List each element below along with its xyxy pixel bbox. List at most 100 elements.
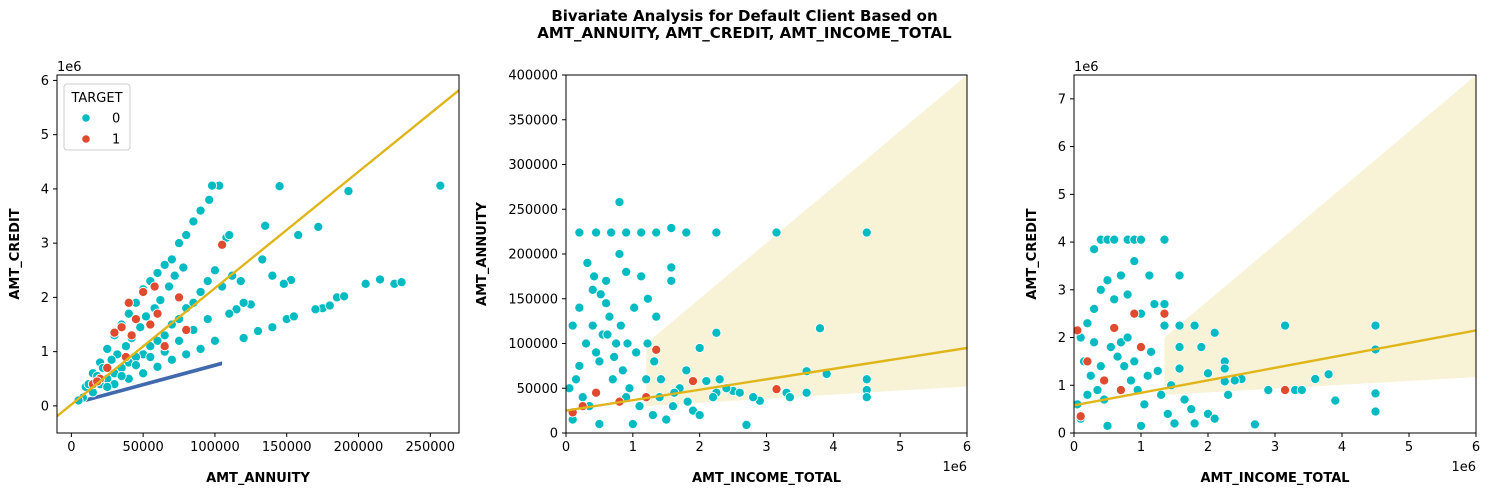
data-point-target-0 (1089, 303, 1100, 314)
data-point-target-0 (166, 354, 177, 365)
data-point-target-0 (666, 222, 677, 234)
x-tick-label: 2 (1204, 440, 1212, 455)
data-point-target-0 (313, 221, 324, 232)
data-point-target-0 (195, 205, 206, 216)
data-point-target-0 (1179, 394, 1190, 405)
data-point-target-1 (1082, 356, 1093, 367)
data-point-target-0 (814, 323, 826, 334)
legend-marker-1 (81, 134, 91, 144)
data-point-target-1 (687, 376, 699, 387)
data-point-target-0 (1135, 420, 1147, 431)
legend: TARGET 0 1 (63, 83, 131, 151)
data-point-target-0 (661, 414, 672, 425)
data-point-target-0 (238, 333, 249, 344)
data-point-target-0 (614, 197, 625, 208)
x-tick-label: 0 (562, 440, 570, 455)
x-axis-label: AMT_INCOME_TOTAL (1200, 471, 1349, 486)
legend-label-0: 0 (112, 112, 120, 127)
x-tick-label: 6 (1472, 440, 1480, 455)
data-point-target-0 (587, 284, 598, 295)
data-point-target-0 (711, 327, 722, 338)
plot-area (566, 75, 967, 430)
data-point-target-0 (1174, 270, 1185, 281)
data-point-target-0 (649, 356, 660, 367)
data-point-target-0 (310, 304, 321, 315)
data-point-target-0 (123, 308, 134, 319)
data-point-target-0 (130, 360, 142, 371)
data-point-target-1 (591, 387, 602, 398)
data-point-target-0 (741, 419, 752, 430)
data-point-target-0 (1156, 389, 1167, 400)
y-tick-label: 2 (41, 291, 49, 306)
data-point-target-0 (1102, 275, 1113, 286)
data-point-target-1 (1115, 384, 1126, 396)
data-point-target-0 (621, 266, 632, 277)
data-point-target-0 (642, 338, 653, 349)
data-point-target-0 (1263, 384, 1274, 396)
data-point-target-1 (1099, 375, 1110, 386)
data-point-target-0 (666, 275, 677, 286)
data-point-target-0 (1129, 356, 1140, 367)
dense-point-cloud (75, 361, 223, 405)
data-point-target-0 (1189, 418, 1200, 429)
data-point-target-0 (1085, 370, 1096, 381)
y-tick-label: 1 (1058, 379, 1066, 394)
data-point-target-0 (138, 368, 149, 379)
y-tick-label: 250000 (508, 203, 558, 218)
data-point-target-0 (1095, 361, 1106, 372)
data-point-target-0 (1082, 389, 1093, 400)
data-point-target-0 (1229, 375, 1240, 386)
data-point-target-0 (1174, 342, 1185, 353)
data-point-target-1 (1135, 342, 1147, 353)
data-point-target-0 (611, 338, 622, 349)
data-point-target-0 (714, 374, 725, 385)
data-point-target-0 (260, 220, 271, 231)
data-point-target-1 (1074, 325, 1083, 336)
data-point-target-1 (138, 286, 149, 298)
legend-marker-0 (81, 113, 91, 123)
data-point-target-0 (173, 335, 185, 346)
y-tick-label: 2 (1058, 331, 1066, 346)
x-tick-label: 2 (696, 440, 704, 455)
data-point-target-0 (591, 227, 602, 238)
x-tick-label: 4 (1338, 440, 1346, 455)
data-point-target-0 (861, 392, 872, 403)
y-tick-label: 1 (41, 345, 49, 360)
plot-area (57, 89, 459, 418)
data-point-target-0 (1162, 408, 1173, 419)
data-point-target-0 (163, 281, 175, 292)
x-tick-label: 5 (896, 440, 904, 455)
data-point-target-0 (152, 267, 163, 279)
data-point-target-0 (1115, 270, 1126, 281)
data-point-target-0 (202, 314, 213, 325)
legend-label-1: 1 (112, 133, 120, 148)
y-tick-label: 350000 (508, 113, 558, 128)
data-point-target-0 (288, 311, 299, 322)
data-point-target-0 (601, 298, 612, 309)
data-point-target-0 (694, 342, 705, 354)
data-point-target-0 (274, 181, 285, 192)
data-point-target-0 (606, 227, 617, 238)
x-tick-label: 3 (762, 440, 770, 455)
data-point-target-0 (711, 227, 722, 238)
y-axis-label: AMT_CREDIT (1025, 208, 1040, 299)
data-point-target-0 (181, 229, 192, 241)
data-point-target-0 (624, 383, 635, 394)
data-point-target-1 (126, 330, 137, 341)
data-point-target-0 (609, 351, 620, 362)
data-point-target-0 (1370, 406, 1381, 417)
data-point-target-0 (861, 374, 872, 385)
data-point-target-0 (636, 227, 647, 238)
data-point-target-1 (159, 341, 170, 352)
data-point-target-1 (116, 322, 127, 333)
axes-frame (56, 74, 460, 434)
data-point-target-0 (1223, 389, 1234, 400)
data-point-target-0 (207, 180, 218, 191)
data-point-target-0 (1144, 270, 1155, 281)
panel-annuity-vs-credit: 0 50000 100000 150000 200000 250000 0 1 2 3 4 5 6 1e6… (8, 60, 460, 486)
data-point-target-0 (1280, 320, 1291, 331)
data-point-target-0 (707, 392, 719, 403)
data-point-target-0 (602, 329, 613, 340)
data-point-target-0 (748, 392, 759, 403)
data-point-target-1 (109, 327, 120, 338)
